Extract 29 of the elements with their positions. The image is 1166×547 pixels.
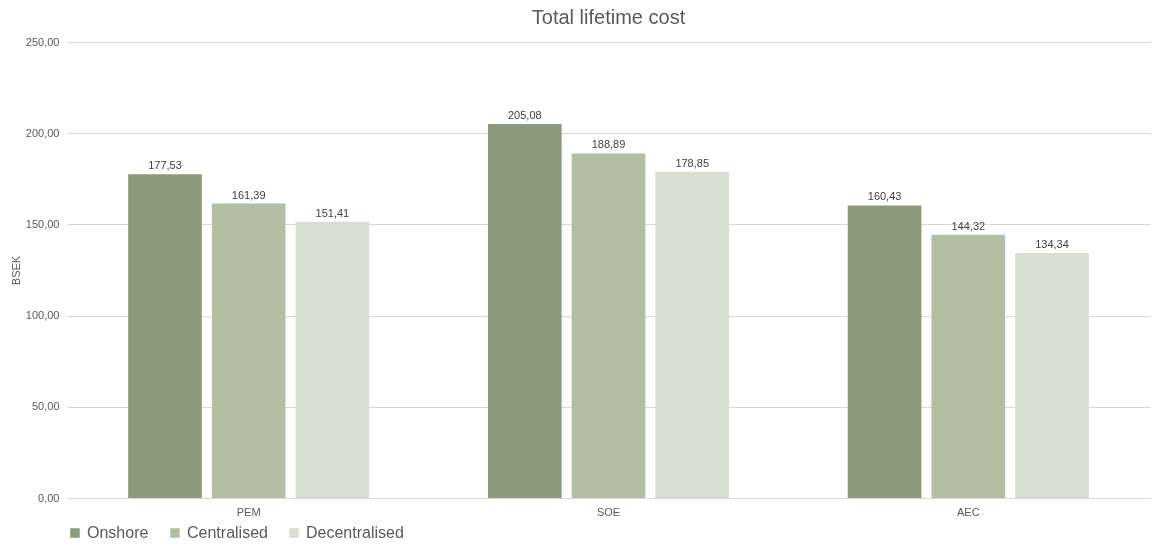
bar — [931, 234, 1006, 498]
data-label: 188,89 — [591, 138, 626, 151]
x-tick-label: SOE — [596, 505, 621, 518]
y-axis-title: BSEK — [9, 255, 22, 286]
data-label: 160,43 — [867, 190, 902, 203]
data-label: 205,08 — [507, 108, 542, 121]
y-tick-label: 250,00 — [25, 35, 60, 48]
data-label: 161,39 — [231, 188, 266, 201]
bar — [487, 123, 562, 498]
x-tick-label: PEM — [236, 505, 261, 518]
y-tick-label: 150,00 — [25, 217, 60, 230]
legend-label: Centralised — [187, 524, 268, 541]
data-label: 151,41 — [315, 206, 350, 219]
bar — [128, 174, 202, 498]
legend-label: Decentralised — [306, 524, 404, 541]
x-tick-label: AEC — [956, 505, 980, 518]
data-label: 177,53 — [148, 159, 182, 172]
bar — [847, 205, 922, 498]
y-tick-label: 50,00 — [31, 400, 60, 413]
chart-title: Total lifetime cost — [531, 6, 686, 28]
y-tick-label: 200,00 — [25, 126, 60, 139]
data-label: 144,32 — [951, 219, 986, 232]
bar — [211, 203, 286, 498]
bar — [571, 153, 646, 498]
data-label: 134,34 — [1035, 237, 1069, 250]
data-label: 178,85 — [675, 156, 710, 169]
y-tick-label: 0,00 — [38, 491, 60, 504]
legend-label: Onshore — [87, 524, 149, 541]
y-tick-label: 100,00 — [25, 309, 60, 322]
